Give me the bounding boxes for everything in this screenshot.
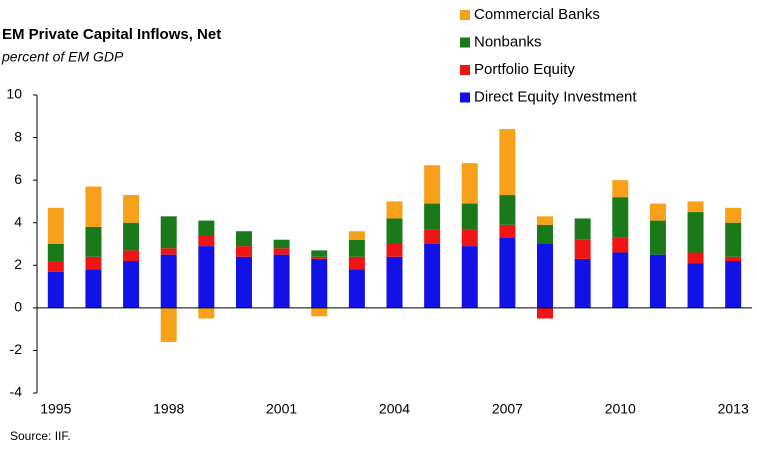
bar-segment — [85, 186, 102, 227]
y-tick-label: 2 — [14, 256, 22, 272]
bar-segment — [574, 218, 591, 240]
bar-segment — [499, 129, 516, 196]
bar-segment — [649, 220, 666, 255]
bar-segment — [424, 244, 441, 308]
legend-swatch — [460, 65, 470, 75]
bar-segment — [687, 252, 704, 264]
bar-segment — [47, 271, 64, 308]
bar-segment — [461, 203, 478, 230]
bar-segment — [386, 218, 403, 244]
bar-segment — [537, 224, 554, 244]
chart-subtitle: percent of EM GDP — [1, 49, 124, 65]
bar-segment — [612, 252, 629, 308]
bar-segment — [537, 244, 554, 308]
bar-segment — [725, 261, 742, 308]
bar-segment — [649, 254, 666, 308]
bar-segment — [123, 222, 140, 251]
bar-segment — [273, 248, 290, 255]
y-tick-label: -4 — [10, 384, 23, 400]
bar-segment — [235, 231, 252, 247]
bar-segment — [499, 195, 516, 225]
x-tick-label: 2004 — [379, 401, 410, 417]
x-tick-label: 2010 — [605, 401, 636, 417]
bar-segment — [85, 269, 102, 308]
bar-segment — [273, 254, 290, 308]
bar-segment — [235, 256, 252, 308]
x-tick-label: 1995 — [40, 401, 71, 417]
bar-segment — [123, 261, 140, 308]
bar-segment — [198, 235, 215, 247]
legend-swatch — [460, 10, 470, 20]
y-tick-label: 10 — [6, 86, 22, 102]
bar-segment — [198, 307, 215, 319]
bar-segment — [725, 256, 742, 262]
bar-segment — [386, 201, 403, 219]
y-tick-label: 0 — [14, 299, 22, 315]
bar-segment — [574, 258, 591, 308]
bar-segment — [311, 250, 328, 257]
bar-segment — [311, 256, 328, 259]
legend-swatch — [460, 37, 470, 48]
bar-segment — [85, 226, 102, 257]
bar-segment — [386, 256, 403, 308]
bar-segment — [461, 163, 478, 204]
bar-segment — [461, 229, 478, 247]
legend-label: Nonbanks — [474, 33, 542, 50]
legend-label: Commercial Banks — [474, 6, 600, 23]
x-tick-label: 1998 — [153, 401, 184, 417]
legend-label: Portfolio Equity — [474, 61, 575, 78]
bar-segment — [311, 258, 328, 308]
bar-segment — [47, 244, 64, 262]
bar-segment — [348, 239, 365, 257]
bar-segment — [499, 224, 516, 238]
bar-segment — [725, 207, 742, 223]
bar-segment — [424, 203, 441, 230]
bar-segment — [47, 261, 64, 272]
bar-segment — [649, 203, 666, 221]
legend-label: Direct Equity Investment — [474, 88, 637, 105]
bar-segment — [273, 239, 290, 249]
y-tick-label: 8 — [14, 128, 22, 144]
chart-title: EM Private Capital Inflows, Net — [2, 26, 221, 43]
bar-segment — [612, 237, 629, 253]
bar-segment — [461, 246, 478, 308]
bar-segment — [687, 263, 704, 308]
bar-segment — [424, 229, 441, 244]
bar-segment — [198, 246, 215, 308]
bar-segment — [160, 254, 177, 308]
legend-swatch — [460, 92, 470, 103]
bar-segment — [348, 269, 365, 308]
source-note: Source: IIF. — [10, 429, 71, 443]
bar-segment — [386, 244, 403, 257]
bar-segment — [348, 256, 365, 270]
bar-segment — [574, 239, 591, 259]
bar-segment — [311, 307, 328, 317]
bar-segment — [198, 220, 215, 236]
bar-segment — [235, 246, 252, 257]
bar-segment — [537, 216, 554, 225]
bar-segment — [612, 197, 629, 238]
bar-segment — [348, 231, 365, 240]
bar-segment — [687, 212, 704, 253]
bar-segment — [160, 216, 177, 249]
bar-segment — [424, 165, 441, 204]
bar-segment — [687, 201, 704, 213]
x-tick-label: 2013 — [718, 401, 749, 417]
bar-segment — [85, 256, 102, 270]
bar-segment — [47, 207, 64, 244]
bar-segment — [123, 250, 140, 262]
bar-segment — [537, 307, 554, 319]
bar-segment — [499, 237, 516, 308]
bar-segment — [612, 180, 629, 198]
bar-segment — [160, 307, 177, 342]
bar-segment — [160, 248, 177, 255]
x-tick-label: 2001 — [266, 401, 297, 417]
x-tick-label: 2007 — [492, 401, 523, 417]
bar-segment — [725, 222, 742, 257]
bar-segment — [123, 195, 140, 223]
y-tick-label: 4 — [14, 213, 22, 229]
y-tick-label: -2 — [10, 341, 23, 357]
y-tick-label: 6 — [14, 171, 22, 187]
